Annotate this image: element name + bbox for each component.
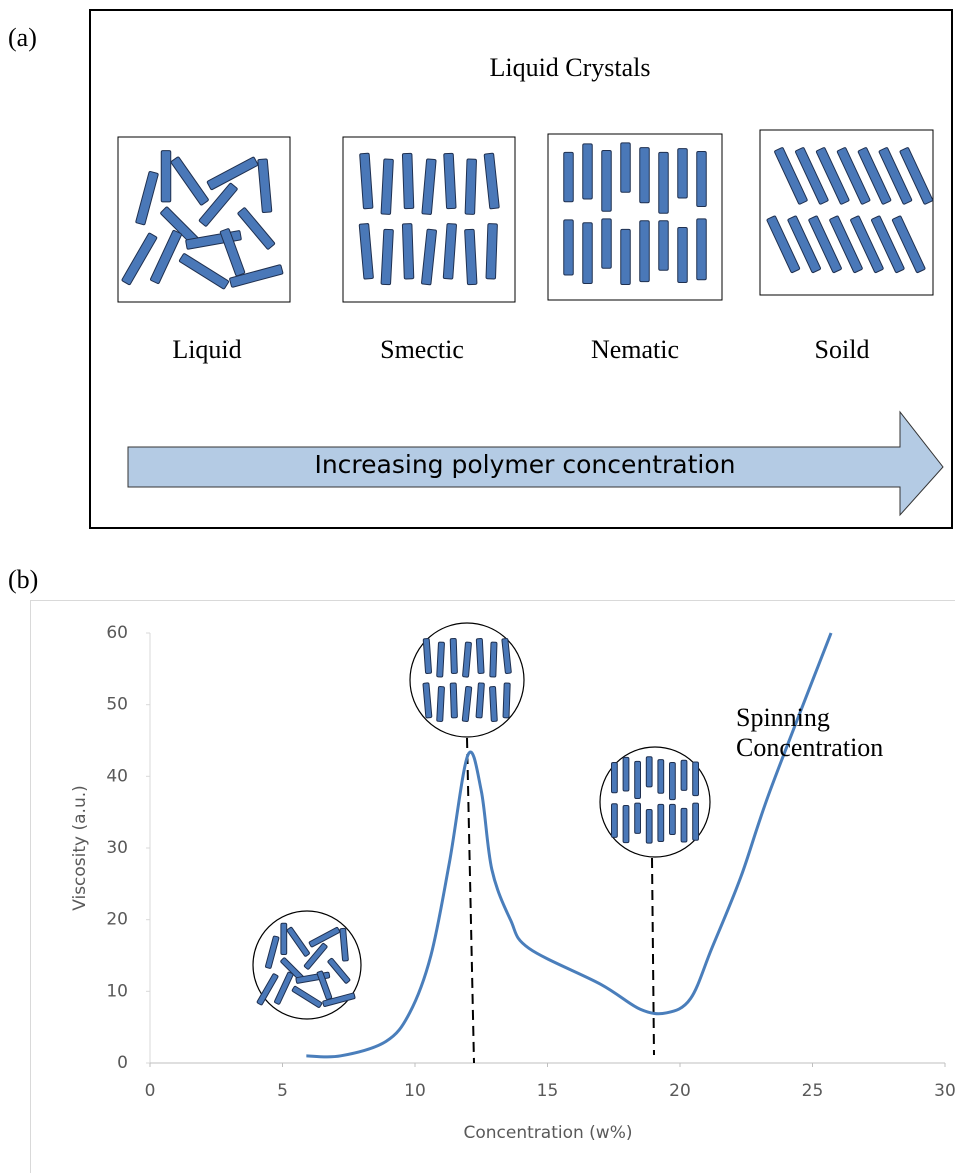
x-tick-label: 0 [145, 1081, 156, 1101]
rod [161, 151, 171, 202]
y-tick-label: 40 [106, 766, 128, 786]
rod [583, 223, 593, 284]
rod [486, 224, 497, 279]
rod [476, 638, 484, 673]
page: (a) Liquid Crystals Liquid Smectic Nemat… [0, 0, 955, 1173]
guide-line [467, 738, 474, 1063]
phase-label: Smectic [380, 335, 464, 364]
rod [693, 803, 699, 840]
inset [410, 623, 524, 737]
y-tick-label: 10 [106, 981, 128, 1001]
rod [659, 221, 669, 270]
y-tick-label: 60 [106, 623, 128, 643]
line [306, 633, 831, 1057]
rod [670, 804, 676, 834]
rod [564, 152, 574, 201]
rod [490, 642, 497, 677]
phase-label: Nematic [591, 335, 679, 364]
rod [635, 803, 641, 833]
y-tick-label: 20 [106, 910, 128, 930]
rod [658, 804, 664, 841]
phase-label: Soild [815, 335, 870, 364]
panel-label: (a) [8, 23, 37, 52]
rod [621, 143, 631, 192]
rod [646, 810, 652, 844]
annotation: Spinning Concentration [736, 703, 926, 763]
rod [640, 148, 650, 203]
rod [635, 761, 641, 798]
rod [623, 757, 629, 791]
arrow-text: Increasing polymer concentration [314, 450, 735, 479]
y-tick-label: 0 [117, 1053, 128, 1073]
x-tick-label: 25 [802, 1081, 824, 1101]
x-tick-label: 5 [277, 1081, 288, 1101]
rod [646, 757, 652, 787]
rod [503, 683, 510, 718]
panel-label: (b) [8, 565, 38, 594]
rod [564, 220, 574, 275]
guide-line [652, 858, 654, 1055]
rod [640, 221, 650, 282]
rod [681, 808, 687, 842]
x-axis-title: Concentration (w%) [464, 1123, 633, 1143]
rod [602, 219, 612, 268]
rod [450, 683, 457, 718]
rod [681, 760, 687, 790]
x-tick-label: 10 [404, 1081, 426, 1101]
inset [253, 911, 361, 1019]
x-tick-label: 15 [537, 1081, 559, 1101]
figure: (a) Liquid Crystals Liquid Smectic Nemat… [0, 0, 955, 1173]
rod [658, 760, 664, 794]
diagram-title: Liquid Crystals [489, 53, 650, 82]
rod [678, 149, 688, 198]
y-axis-title: Viscosity (a.u.) [70, 785, 90, 911]
phase-label: Liquid [172, 335, 241, 364]
phase-box [548, 134, 722, 300]
rod [621, 229, 631, 284]
y-tick-label: 50 [106, 695, 128, 715]
rod [437, 686, 445, 721]
rod [602, 151, 612, 212]
rod [281, 923, 287, 954]
rod [623, 805, 629, 842]
rod [678, 227, 688, 282]
rod [693, 762, 699, 796]
inset [600, 747, 710, 857]
rod [612, 804, 618, 838]
rod [659, 152, 669, 213]
rod [583, 144, 593, 199]
rod [670, 763, 676, 800]
rod [489, 686, 497, 721]
x-tick-label: 30 [934, 1081, 955, 1101]
y-tick-label: 30 [106, 838, 128, 858]
rod [450, 639, 457, 674]
x-tick-label: 20 [669, 1081, 691, 1101]
rod [612, 763, 618, 793]
rod [402, 224, 413, 279]
rod [402, 153, 413, 208]
rod [697, 151, 707, 206]
rod [437, 642, 445, 677]
rod [697, 219, 707, 280]
rod [465, 159, 476, 214]
